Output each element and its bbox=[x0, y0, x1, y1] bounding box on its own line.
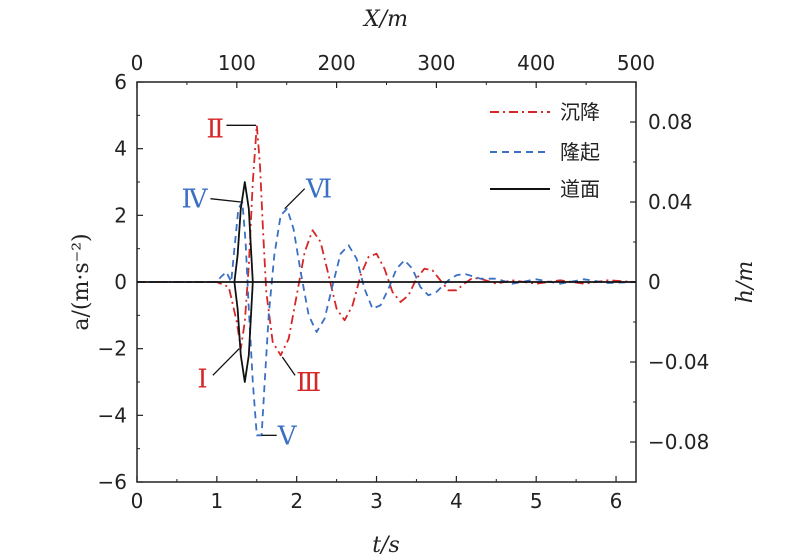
right-tick-label: −0.04 bbox=[648, 350, 709, 374]
annotation-label: Ⅲ bbox=[296, 368, 321, 398]
top-tick-label: 100 bbox=[218, 51, 256, 75]
top-tick-label: 200 bbox=[318, 51, 356, 75]
y-tick-label: 4 bbox=[114, 137, 127, 161]
x-tick-label: 5 bbox=[530, 489, 543, 513]
series-line-沉降 bbox=[137, 124, 637, 357]
annotation-label: Ⅰ bbox=[197, 365, 207, 395]
annotation-label: Ⅳ bbox=[181, 185, 208, 215]
annotation-leader bbox=[284, 188, 306, 210]
y-tick-label: 6 bbox=[114, 70, 127, 94]
x-tick-label: 4 bbox=[450, 489, 463, 513]
legend-label-沉降: 沉降 bbox=[560, 100, 600, 124]
annotation-label: Ⅴ bbox=[277, 421, 298, 451]
top-tick-label: 500 bbox=[617, 51, 655, 75]
y-tick-label: −4 bbox=[98, 403, 127, 427]
annotation-label: Ⅵ bbox=[305, 175, 332, 205]
x-tick-label: 3 bbox=[370, 489, 383, 513]
annotation-leader bbox=[281, 356, 296, 376]
annotations-layer: Ⅰ Ⅱ Ⅲ Ⅳ Ⅴ Ⅵ bbox=[181, 115, 332, 452]
y-axis-title-right: h/m bbox=[733, 261, 758, 303]
series-layer bbox=[137, 124, 637, 437]
legend-label-隆起: 隆起 bbox=[560, 140, 600, 164]
right-tick-label: 0.08 bbox=[648, 110, 693, 134]
y-tick-label: 2 bbox=[114, 203, 127, 227]
right-tick-label: 0 bbox=[648, 270, 661, 294]
y-tick-label: −2 bbox=[98, 337, 127, 361]
axis-ticks: 0 1 2 3 4 5 60 100 200 300 400 500−6−4−202460.080.0… bbox=[98, 51, 710, 513]
y-tick-label: 0 bbox=[114, 270, 127, 294]
x-tick-label: 6 bbox=[610, 489, 623, 513]
legend: 沉降 隆起 道面 bbox=[490, 100, 600, 201]
right-tick-label: 0.04 bbox=[648, 190, 693, 214]
right-tick-label: −0.08 bbox=[648, 430, 709, 454]
x-tick-label: 2 bbox=[290, 489, 303, 513]
annotation-leader bbox=[212, 348, 240, 376]
y-tick-label: −6 bbox=[98, 470, 127, 494]
legend-label-道面: 道面 bbox=[560, 177, 600, 201]
series-line-隆起 bbox=[137, 201, 637, 437]
y-axis-title-left: a/(m·s⁻²) bbox=[69, 233, 94, 330]
top-tick-label: 400 bbox=[517, 51, 555, 75]
annotation-label: Ⅱ bbox=[206, 115, 224, 145]
series-line-道面 bbox=[137, 181, 636, 383]
x-axis-title-bottom: t/s bbox=[372, 533, 400, 558]
x-tick-label: 1 bbox=[210, 489, 223, 513]
top-tick-label: 0 bbox=[131, 51, 144, 75]
x-tick-label: 0 bbox=[131, 489, 144, 513]
x-axis-title-top: X/m bbox=[362, 7, 408, 32]
top-tick-label: 300 bbox=[417, 51, 455, 75]
annotation-leader bbox=[210, 198, 241, 203]
